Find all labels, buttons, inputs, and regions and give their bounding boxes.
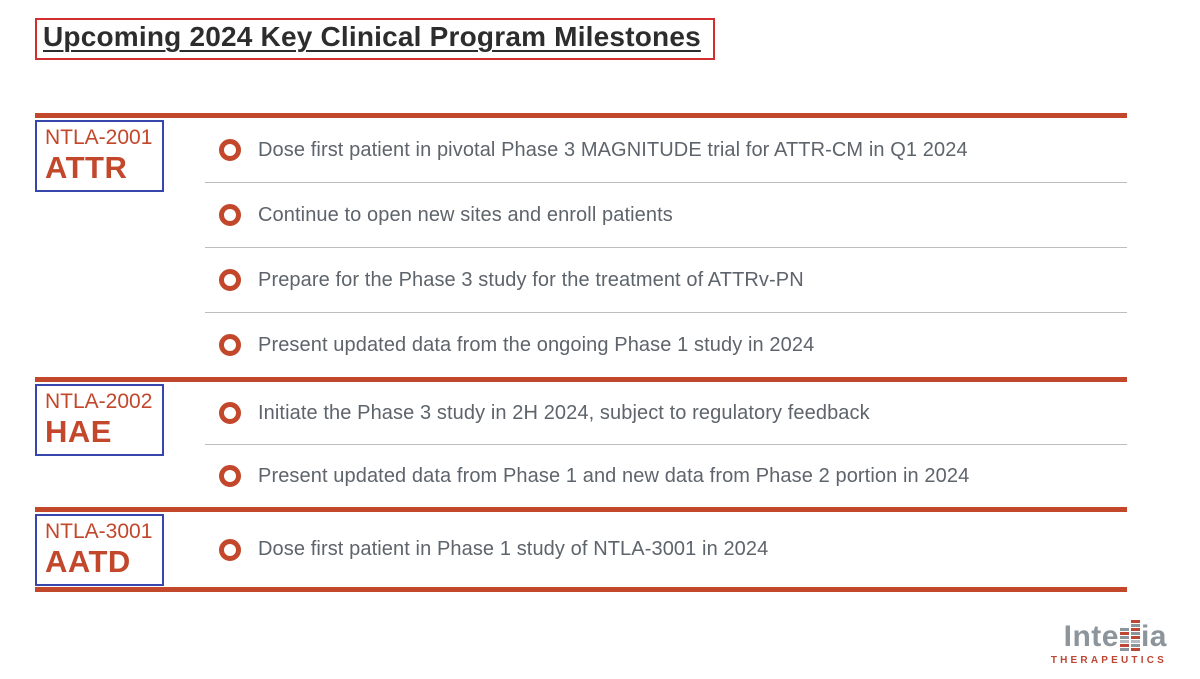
- program-code: NTLA-2001: [45, 126, 153, 149]
- milestone-bullet-icon: [219, 538, 241, 561]
- logo-tagline: THERAPEUTICS: [1050, 655, 1167, 666]
- milestone-row: Dose first patient in pivotal Phase 3 MA…: [205, 118, 1127, 183]
- milestone-row: Present updated data from Phase 1 and ne…: [205, 445, 1127, 507]
- program-label-box: NTLA-2002 HAE: [35, 384, 164, 457]
- milestone-bullet-icon: [219, 465, 241, 487]
- program-label-column: NTLA-2001 ATTR: [35, 118, 205, 377]
- program-label-box: NTLA-3001 AATD: [35, 514, 164, 587]
- milestone-text: Dose first patient in pivotal Phase 3 MA…: [258, 138, 968, 161]
- program-indication: AATD: [45, 544, 131, 580]
- program-code: NTLA-2002: [45, 390, 153, 413]
- program-label-column: NTLA-3001 AATD: [35, 512, 205, 587]
- bottom-accent-rule: [35, 587, 1127, 592]
- program-indication: ATTR: [45, 150, 128, 186]
- logo-text-before: Inte: [1063, 620, 1119, 653]
- milestone-row: Prepare for the Phase 3 study for the tr…: [205, 248, 1127, 313]
- section-ntla-2001-attr: NTLA-2001 ATTR Dose first patient in piv…: [35, 113, 1127, 377]
- milestone-row: Present updated data from the ongoing Ph…: [205, 313, 1127, 377]
- program-code: NTLA-3001: [45, 520, 153, 543]
- program-indication: HAE: [45, 414, 112, 450]
- section-ntla-3001-aatd: NTLA-3001 AATD Dose first patient in Pha…: [35, 507, 1127, 587]
- milestone-bullet-icon: [219, 139, 241, 161]
- milestone-text: Present updated data from the ongoing Ph…: [258, 333, 815, 356]
- intellia-logo: Inte ia THERAPEUTICS: [1051, 620, 1167, 666]
- milestone-bullet-icon: [219, 334, 241, 356]
- milestone-text: Initiate the Phase 3 study in 2H 2024, s…: [258, 401, 870, 424]
- section-ntla-2002-hae: NTLA-2002 HAE Initiate the Phase 3 study…: [35, 377, 1127, 507]
- intellia-wordmark: Inte ia: [1051, 620, 1167, 652]
- milestone-row: Dose first patient in Phase 1 study of N…: [205, 512, 1127, 587]
- milestone-rows: Dose first patient in pivotal Phase 3 MA…: [205, 118, 1127, 377]
- milestones-table: NTLA-2001 ATTR Dose first patient in piv…: [35, 113, 1127, 592]
- milestone-row: Continue to open new sites and enroll pa…: [205, 183, 1127, 248]
- program-label-box: NTLA-2001 ATTR: [35, 120, 164, 193]
- logo-text-after: ia: [1140, 620, 1167, 653]
- title-box: Upcoming 2024 Key Clinical Program Miles…: [35, 18, 715, 60]
- program-label-column: NTLA-2002 HAE: [35, 382, 205, 507]
- milestone-text: Dose first patient in Phase 1 study of N…: [258, 538, 769, 560]
- page-title: Upcoming 2024 Key Clinical Program Miles…: [43, 21, 701, 52]
- milestone-rows: Dose first patient in Phase 1 study of N…: [205, 512, 1127, 587]
- milestone-text: Present updated data from Phase 1 and ne…: [258, 464, 970, 487]
- milestone-bullet-icon: [219, 269, 241, 291]
- milestone-text: Prepare for the Phase 3 study for the tr…: [258, 268, 804, 291]
- milestone-bullet-icon: [219, 204, 241, 226]
- milestone-text: Continue to open new sites and enroll pa…: [258, 203, 673, 226]
- dna-ladder-icon: [1119, 628, 1129, 652]
- milestone-bullet-icon: [219, 402, 241, 424]
- dna-ladder-icon: [1130, 620, 1140, 652]
- milestone-rows: Initiate the Phase 3 study in 2H 2024, s…: [205, 382, 1127, 507]
- milestone-row: Initiate the Phase 3 study in 2H 2024, s…: [205, 382, 1127, 445]
